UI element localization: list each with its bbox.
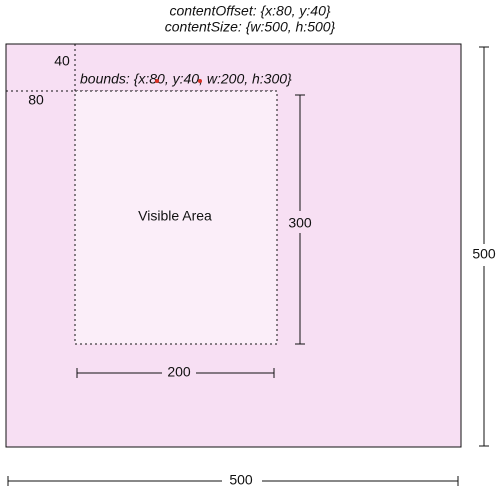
visible-height-label: 300 [288,215,312,231]
offset-x-label: 80 [28,92,44,108]
offset-y-label: 40 [54,53,70,69]
visible-height-label-background [286,211,314,233]
bounds-y-marker [198,79,202,83]
visible-width-label-background [162,363,196,383]
content-height-label: 500 [472,246,496,262]
visible-area-label: Visible Area [138,208,212,224]
visible-area-rectangle [74,90,278,345]
visible-width-label: 200 [167,364,191,380]
content-size-label: contentSize: {w:500, h:500} [165,19,336,35]
content-height-label-background [470,244,498,266]
bounds-label: bounds: {x:80, y:40, w:200, h:300} [80,71,292,87]
content-offset-label: contentOffset: {x:80, y:40} [169,3,330,19]
content-width-label-background [222,470,262,489]
bounds-x-marker [155,79,159,83]
content-width-label: 500 [229,472,253,488]
